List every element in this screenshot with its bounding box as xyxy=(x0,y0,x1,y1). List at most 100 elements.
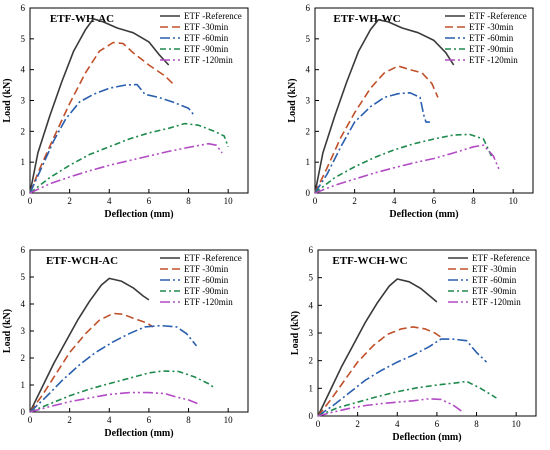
series-line-1 xyxy=(29,312,154,413)
series-line-2 xyxy=(29,83,196,194)
legend-entry: ETF -60min xyxy=(184,275,229,285)
y-tick-label: 5 xyxy=(21,272,26,282)
series-line-1 xyxy=(317,326,442,417)
x-tick-label: 4 xyxy=(392,196,397,206)
series-line-0 xyxy=(317,278,438,417)
legend-entry: ETF -Reference xyxy=(472,253,530,263)
series-line-3 xyxy=(29,370,215,413)
x-tick-label: 0 xyxy=(313,196,318,206)
x-axis-label: Deflection (mm) xyxy=(392,432,461,443)
x-tick-label: 6 xyxy=(147,196,152,206)
y-axis-label: Load (kN) xyxy=(2,78,13,122)
series-line-0 xyxy=(29,277,150,413)
x-tick-label: 8 xyxy=(186,415,191,425)
legend-entry: ETF -30min xyxy=(184,22,229,32)
x-tick-label: 0 xyxy=(28,196,33,206)
legend-entry: ETF -120min xyxy=(469,55,518,65)
legend-entry: ETF -120min xyxy=(472,297,521,307)
y-tick-label: 2 xyxy=(309,356,314,366)
legend-entry: ETF -30min xyxy=(184,264,229,274)
legend-entry: ETF -90min xyxy=(469,44,514,54)
x-tick-label: 6 xyxy=(147,415,152,425)
series-line-1 xyxy=(314,65,439,194)
y-tick-label: 5 xyxy=(309,273,314,283)
y-tick-label: 6 xyxy=(309,245,314,255)
x-tick-label: 10 xyxy=(224,415,234,425)
legend-entry: ETF -Reference xyxy=(469,11,527,21)
x-tick-label: 0 xyxy=(316,419,321,429)
legend-entry: ETF -Reference xyxy=(184,11,242,21)
y-tick-label: 2 xyxy=(21,126,26,136)
y-tick-label: 0 xyxy=(309,411,314,421)
y-tick-label: 1 xyxy=(309,383,314,393)
x-tick-label: 2 xyxy=(67,196,72,206)
series-line-4 xyxy=(29,391,199,413)
series-line-2 xyxy=(317,338,488,417)
chart-panel-wch-ac: 0 2 4 6 8 10 0 1 2 3 4 5 6 Deflection (mm) Load (kN) ET… xyxy=(2,245,249,439)
panel-title: ETF-WH-AC xyxy=(50,13,114,25)
y-tick-label: 3 xyxy=(21,96,26,106)
x-tick-label: 8 xyxy=(474,419,479,429)
x-axis-label: Deflection (mm) xyxy=(389,209,458,220)
chart-panel-wh-ac: 0 2 4 6 8 10 0 1 2 3 4 5 6 Deflection (mm) Load (kN) ET… xyxy=(2,3,249,220)
y-tick-label: 3 xyxy=(306,96,311,106)
y-tick-label: 0 xyxy=(306,188,311,198)
x-tick-label: 10 xyxy=(512,419,522,429)
y-tick-label: 4 xyxy=(21,65,26,75)
y-tick-label: 3 xyxy=(309,328,314,338)
x-tick-label: 10 xyxy=(509,196,519,206)
chart-panel-wch-wc: 0 2 4 6 8 10 0 1 2 3 4 5 6 Deflection (mm) Load (kN) ET… xyxy=(290,245,537,443)
y-axis-label: Load (kN) xyxy=(287,78,298,122)
legend-entry: ETF -Reference xyxy=(184,253,242,263)
series-line-1 xyxy=(29,41,174,194)
chart-panel-wh-wc: 0 2 4 6 8 10 0 1 2 3 4 5 6 Deflection (mm) Load (kN) ET… xyxy=(287,3,534,220)
series-line-0 xyxy=(29,17,170,194)
legend-entry: ETF -90min xyxy=(472,286,517,296)
series-line-4 xyxy=(314,144,501,194)
series-line-4 xyxy=(29,142,223,194)
y-tick-label: 4 xyxy=(309,300,314,310)
series-line-4 xyxy=(317,397,464,417)
y-tick-label: 6 xyxy=(21,3,26,13)
y-tick-label: 2 xyxy=(306,126,311,136)
x-tick-label: 0 xyxy=(28,415,33,425)
panel-title: ETF-WCH-WC xyxy=(332,255,407,267)
x-tick-label: 4 xyxy=(107,196,112,206)
legend-entry: ETF -90min xyxy=(184,44,229,54)
legend-entry: ETF -30min xyxy=(472,264,517,274)
series-line-3 xyxy=(314,133,493,194)
y-tick-label: 6 xyxy=(21,245,26,255)
x-tick-label: 6 xyxy=(432,196,437,206)
y-tick-label: 5 xyxy=(306,34,311,44)
y-tick-label: 4 xyxy=(21,299,26,309)
series-line-2 xyxy=(314,92,430,194)
y-tick-label: 6 xyxy=(306,3,311,13)
y-tick-label: 1 xyxy=(306,157,311,167)
x-tick-label: 2 xyxy=(352,196,357,206)
legend-entry: ETF -90min xyxy=(184,286,229,296)
legend-entry: ETF -60min xyxy=(184,33,229,43)
y-tick-label: 0 xyxy=(21,188,26,198)
series-line-3 xyxy=(29,122,229,194)
x-tick-label: 8 xyxy=(471,196,476,206)
y-tick-label: 0 xyxy=(21,407,26,417)
series-line-0 xyxy=(314,18,455,194)
x-tick-label: 4 xyxy=(395,419,400,429)
y-tick-label: 4 xyxy=(306,65,311,75)
legend-entry: ETF -30min xyxy=(469,22,514,32)
panel-title: ETF-WCH-AC xyxy=(46,255,118,267)
series-line-3 xyxy=(317,380,497,417)
series-line-2 xyxy=(29,324,198,413)
x-tick-label: 2 xyxy=(67,415,72,425)
x-tick-label: 10 xyxy=(224,196,234,206)
y-tick-label: 1 xyxy=(21,380,26,390)
x-axis-label: Deflection (mm) xyxy=(104,428,173,439)
y-axis-label: Load (kN) xyxy=(2,309,13,353)
legend-entry: ETF -120min xyxy=(184,297,233,307)
y-tick-label: 3 xyxy=(21,326,26,336)
x-tick-label: 2 xyxy=(355,419,360,429)
legend-entry: ETF -60min xyxy=(472,275,517,285)
y-tick-label: 5 xyxy=(21,34,26,44)
y-tick-label: 1 xyxy=(21,157,26,167)
